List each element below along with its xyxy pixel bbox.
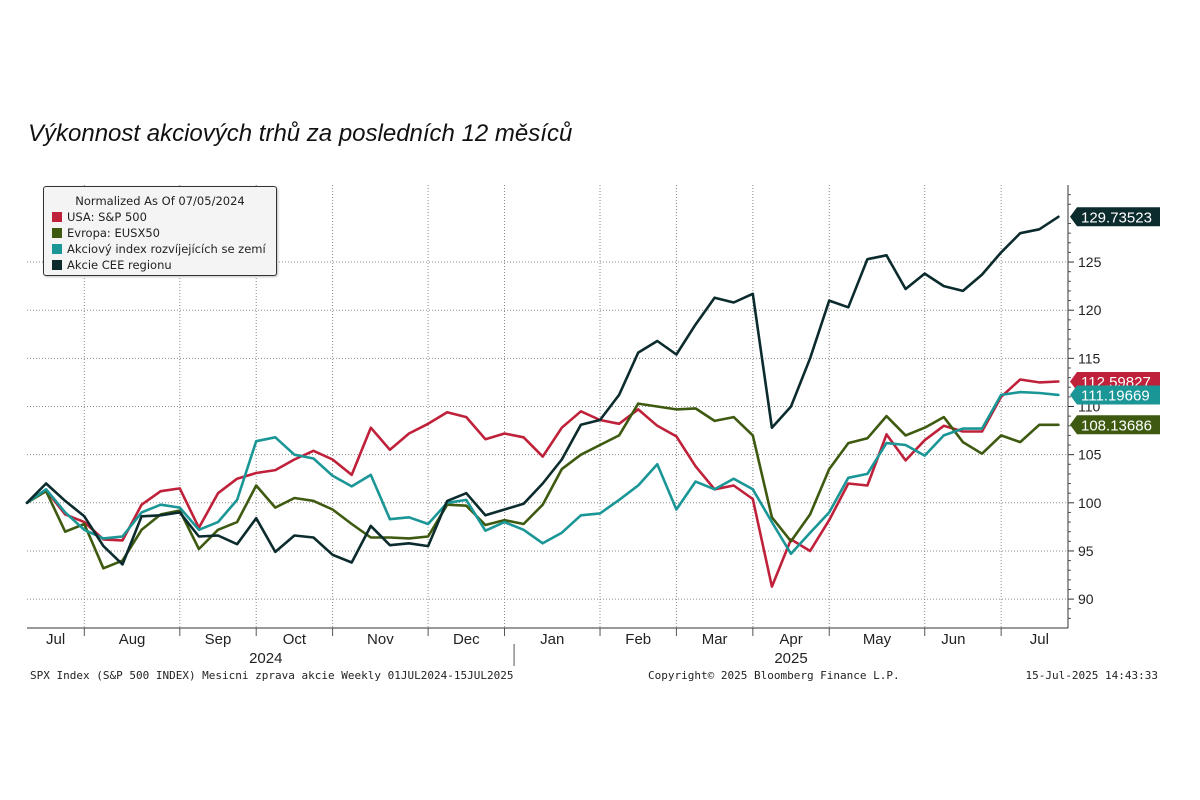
x-tick-label: Sep [205,631,232,648]
x-tick-label: Apr [779,631,802,648]
x-tick-label: Jun [941,631,965,648]
chart-title: Výkonnost akciových trhů za posledních 1… [28,120,573,147]
x-tick-label: Dec [453,631,480,648]
footer-copyright: Copyright© 2025 Bloomberg Finance L.P. [648,669,900,682]
x-year-label: 2024 [249,650,282,667]
legend-item-emerging: Akciový index rozvíjejících se zemí [44,241,276,257]
y-tick-label: 120 [1078,302,1102,318]
value-tag-2 [1070,385,1160,405]
grid [27,185,1068,628]
series-line-0 [25,378,1060,588]
y-tick-label: 105 [1078,447,1102,463]
value-tag-3 [1070,207,1160,227]
x-tick-label: Jan [540,631,564,648]
series-line-3 [25,215,1060,566]
legend-swatch-usa [52,212,62,222]
legend-swatch-europe [52,228,62,238]
x-tick-label: Nov [367,631,394,648]
legend-item-cee: Akcie CEE regionu [44,257,276,273]
x-tick-label: Mar [702,631,728,648]
x-tick-label: Jul [1030,631,1049,648]
y-tick-label: 95 [1078,543,1094,559]
y-tick-label: 100 [1078,495,1102,511]
x-tick-label: Aug [119,631,146,648]
legend: Normalized As Of 07/05/2024 USA: S&P 500… [43,186,277,276]
legend-item-europe: Evropa: EUSX50 [44,225,276,241]
x-year-label: 2025 [774,650,807,667]
x-tick-label: May [863,631,892,648]
y-tick-label: 90 [1078,591,1094,607]
series-line-1 [25,402,1060,570]
footer-source: SPX Index (S&P 500 INDEX) Mesicni zprava… [30,669,514,682]
series-lines [25,215,1060,588]
y-tick-label: 115 [1078,350,1101,366]
legend-label-usa: USA: S&P 500 [67,210,147,224]
legend-swatch-emerging [52,244,62,254]
y-tick-label: 125 [1078,254,1102,270]
footer-timestamp: 15-Jul-2025 14:43:33 [1025,669,1158,682]
value-label-2: 111.19669 [1081,387,1150,404]
legend-label-europe: Evropa: EUSX50 [67,226,160,240]
value-label-3: 129.73523 [1081,209,1152,226]
value-label-1: 108.13686 [1081,417,1152,434]
legend-label-cee: Akcie CEE regionu [67,258,172,272]
legend-swatch-cee [52,260,62,270]
value-tag-1 [1070,415,1160,435]
x-tick-label: Jul [46,631,65,648]
legend-item-usa: USA: S&P 500 [44,209,276,225]
x-tick-label: Feb [625,631,651,648]
legend-label-emerging: Akciový index rozvíjejících se zemí [67,242,266,256]
x-tick-label: Oct [283,631,307,648]
series-line-2 [25,390,1060,556]
legend-header: Normalized As Of 07/05/2024 [75,194,245,208]
